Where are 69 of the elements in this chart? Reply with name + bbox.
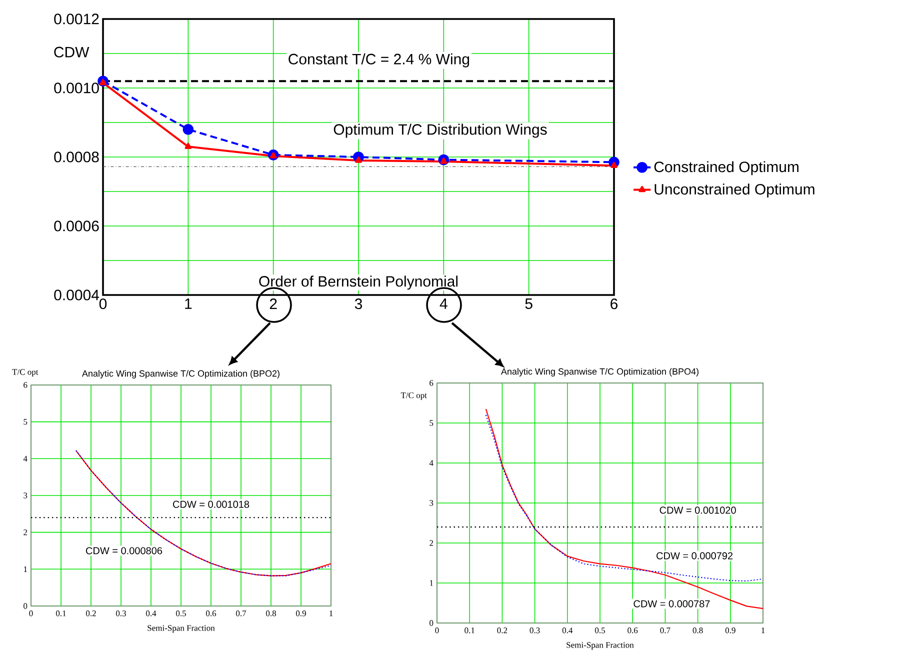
x-tick-label: 3	[354, 298, 362, 310]
y-tick-label: 2	[24, 530, 28, 536]
x-axis-title: Order of Bernstein Polynomial	[259, 276, 458, 290]
x-tick-label: 5	[525, 298, 532, 309]
x-tick-label: 0.7	[660, 628, 670, 634]
y-tick-label: 6	[430, 380, 434, 386]
x-tick-label: 0.1	[56, 610, 66, 616]
point	[182, 124, 194, 135]
y-tick-label: 0.0006	[54, 220, 99, 232]
x-tick-label: 0.1	[464, 628, 474, 634]
x-tick-label: 0.6	[206, 610, 216, 616]
chart-title: Analytic Wing Spanwise T/C Optimization (BPO4)	[500, 368, 698, 376]
x-tick-label: 0.3	[530, 628, 540, 634]
line-series	[485, 408, 764, 610]
annotation: CDW = 0.000787	[634, 600, 710, 608]
y-tick-label: 4	[429, 460, 434, 466]
y-axis-title: T/C opt	[400, 392, 427, 400]
y-tick-label: 0.0004	[54, 290, 100, 300]
x-tick-label: 0.4	[562, 628, 573, 634]
x-tick-label: 0	[99, 298, 107, 310]
x-tick-label: 1	[185, 298, 192, 309]
y-tick-label: 0.0008	[54, 152, 99, 162]
y-tick-label: 1	[24, 566, 27, 572]
y-tick-label: 6	[24, 382, 28, 388]
x-tick-label: 0	[435, 628, 439, 634]
y-tick-label: 0	[430, 620, 434, 626]
x-tick-label: 1	[762, 628, 765, 634]
y-tick-label: 0.0010	[54, 82, 99, 94]
x-axis-title: Semi-Span Fraction	[148, 625, 215, 633]
y-axis-title: T/C opt	[12, 369, 38, 377]
annotation: Constant T/C = 2.4 % Wing	[288, 53, 470, 68]
x-tick-label: 0.8	[692, 628, 703, 634]
x-axis-title: Semi-Span Fraction	[566, 642, 634, 650]
x-tick-label: 0.8	[266, 610, 276, 616]
x-tick-label: 0.9	[725, 628, 736, 634]
point	[184, 142, 192, 150]
legend-label: Constrained Optimum	[654, 161, 798, 176]
x-tick-label: 2	[270, 298, 277, 309]
y-tick-label: 3	[24, 492, 28, 498]
x-tick-label: 0.2	[86, 610, 96, 616]
y-axis-title: CDW	[54, 46, 90, 58]
x-tick-label: 0.5	[176, 610, 186, 616]
x-tick-label: 0.7	[236, 610, 246, 616]
x-tick-label: 0	[29, 610, 33, 616]
y-tick-label: 1	[430, 580, 433, 586]
annotation: Optimum T/C Distribution Wings	[334, 124, 547, 138]
annotation: CDW = 0.001020	[660, 506, 736, 514]
y-tick-label: 5	[430, 420, 434, 426]
x-tick-label: 1	[330, 610, 333, 616]
annotation: CDW = 0.000792	[656, 552, 733, 560]
y-tick-label: 5	[24, 418, 28, 425]
x-tick-label: 0.3	[116, 610, 126, 616]
y-tick-label: 4	[23, 456, 28, 462]
y-tick-label: 0	[24, 603, 28, 609]
y-tick-label: 2	[430, 540, 434, 546]
x-tick-label: 0.4	[146, 610, 156, 616]
annotation: CDW = 0.000806	[86, 547, 162, 554]
x-tick-label: 0.6	[628, 628, 638, 634]
x-tick-label: 0.5	[595, 628, 605, 634]
x-tick-label: 6	[610, 298, 618, 310]
x-tick-label: 0.2	[497, 628, 508, 634]
annotation: CDW = 0.001018	[173, 500, 250, 508]
x-tick-label: 4	[440, 298, 448, 309]
x-tick-label: 0.9	[296, 610, 306, 616]
y-tick-label: 3	[430, 500, 434, 506]
legend-label: Unconstrained Optimum	[654, 184, 814, 198]
chart-title: Analytic Wing Spanwise T/C Optimization (BPO2)	[82, 370, 280, 378]
line-series	[75, 450, 332, 576]
y-tick-label: 0.0012	[54, 14, 99, 24]
